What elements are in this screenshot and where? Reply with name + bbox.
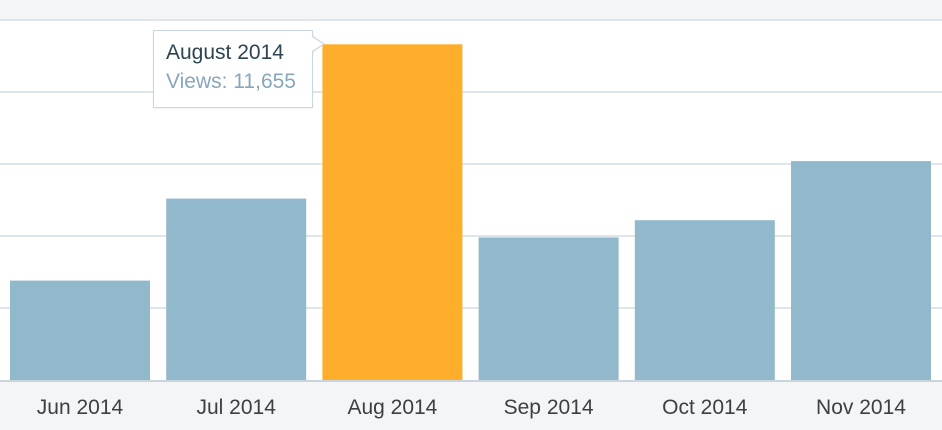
bar-aug-2014[interactable] <box>322 44 463 381</box>
x-tick-labels: Jun 2014 Jul 2014 Aug 2014 Sep 2014 Oct 2014… <box>37 396 906 419</box>
chart-top-band <box>0 0 942 20</box>
bar-tooltip: August 2014 Views: 11,655 <box>153 30 325 108</box>
x-tick-label: Aug 2014 <box>347 396 437 419</box>
x-tick-label: Sep 2014 <box>504 396 594 419</box>
x-axis-band <box>0 380 942 430</box>
tooltip-views-row: Views: 11,655 <box>166 70 296 93</box>
bars <box>10 44 931 381</box>
bar-jul-2014[interactable] <box>166 198 307 380</box>
bar-sep-2014[interactable] <box>478 237 619 380</box>
tooltip-title: August 2014 <box>166 41 284 64</box>
bar-oct-2014[interactable] <box>634 220 775 380</box>
tooltip-arrow-fill <box>312 37 323 51</box>
x-tick-label: Jun 2014 <box>37 396 124 419</box>
bar-jun-2014[interactable] <box>10 280 150 380</box>
bar-nov-2014[interactable] <box>791 161 931 380</box>
x-tick-label: Nov 2014 <box>816 396 906 419</box>
x-tick-label: Jul 2014 <box>196 396 276 419</box>
x-tick-label: Oct 2014 <box>662 396 748 419</box>
